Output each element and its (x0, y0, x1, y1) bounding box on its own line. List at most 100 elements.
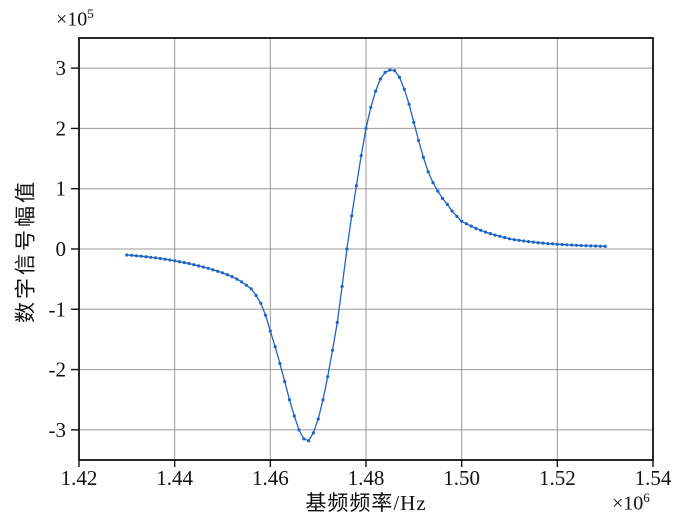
data-point (264, 313, 268, 317)
data-point (570, 243, 574, 247)
data-point (436, 189, 440, 193)
data-point (187, 261, 191, 266)
y-tick-label: -3 (49, 418, 67, 442)
data-point (302, 437, 306, 441)
data-point (531, 240, 536, 244)
data-point (235, 277, 239, 281)
y-tick-label: -1 (49, 297, 67, 321)
y-axis-multiplier-base: ×10 (56, 8, 88, 31)
data-point (397, 75, 402, 79)
x-tick-label: 1.44 (156, 466, 193, 490)
data-point (536, 241, 540, 245)
data-point (278, 361, 282, 366)
x-axis-multiplier-base: ×10 (612, 492, 644, 515)
data-point (550, 242, 555, 246)
data-point (359, 154, 363, 158)
data-point (211, 268, 215, 272)
data-point (316, 417, 320, 421)
data-point (163, 257, 167, 261)
data-point (206, 266, 210, 270)
data-point (498, 234, 502, 238)
data-point (603, 244, 607, 248)
data-point (522, 239, 526, 243)
data-point (216, 269, 220, 273)
data-point (149, 255, 153, 259)
data-point (431, 181, 435, 185)
data-point (517, 238, 521, 242)
data-point (445, 202, 449, 206)
data-point (168, 258, 172, 262)
data-point (254, 293, 258, 297)
y-axis-multiplier-exponent: 5 (87, 6, 94, 21)
data-point (493, 233, 497, 237)
data-point (273, 345, 277, 349)
data-point (225, 273, 229, 277)
data-point (474, 226, 478, 231)
data-point (287, 398, 292, 402)
data-point (220, 271, 225, 275)
x-tick-label: 1.42 (61, 466, 98, 490)
data-point (589, 244, 593, 248)
data-point (340, 284, 344, 288)
data-point (560, 242, 564, 247)
data-point (507, 237, 512, 241)
data-point (584, 244, 588, 248)
data-point (230, 275, 234, 279)
data-point (450, 209, 454, 213)
y-tick-label: 0 (56, 237, 67, 261)
data-point (426, 170, 430, 174)
data-point (354, 184, 358, 188)
data-point (311, 431, 315, 435)
data-point (594, 244, 598, 248)
data-point (350, 214, 354, 218)
axes-frame (78, 37, 654, 461)
x-tick-label: 1.48 (348, 466, 385, 490)
data-point (464, 222, 468, 226)
data-point (527, 240, 531, 244)
data-point (393, 69, 397, 73)
data-point (240, 280, 244, 284)
data-point (173, 259, 177, 263)
data-point (201, 265, 205, 269)
x-tick-label: 1.46 (252, 466, 289, 490)
data-point (307, 439, 311, 443)
data-point (259, 301, 263, 305)
data-point (158, 256, 162, 261)
data-point (388, 68, 392, 72)
data-point (125, 253, 129, 257)
data-point (326, 375, 330, 379)
data-point (139, 254, 143, 258)
data-point (555, 242, 559, 246)
data-point (335, 320, 339, 325)
data-point (440, 196, 445, 200)
y-tick-label: 3 (56, 56, 67, 80)
data-point (321, 398, 325, 402)
data-point (574, 243, 579, 247)
data-point (479, 228, 483, 232)
x-tick-label: 1.54 (635, 466, 672, 490)
data-point (268, 329, 272, 333)
data-point (369, 105, 373, 109)
data-point (297, 428, 301, 432)
y-axis-multiplier: ×105 (56, 6, 94, 32)
data-point (598, 244, 603, 248)
data-point (546, 242, 550, 246)
data-point (374, 89, 378, 93)
data-point (469, 224, 473, 228)
data-point (244, 283, 248, 287)
data-point (579, 243, 583, 248)
data-point (417, 138, 421, 143)
data-point (541, 241, 545, 245)
data-point (292, 414, 296, 418)
data-point (249, 287, 253, 291)
data-point (378, 77, 382, 81)
y-tick-label: 2 (56, 116, 67, 140)
data-point (192, 263, 196, 267)
data-point (153, 256, 158, 260)
x-axis-multiplier: ×106 (612, 490, 650, 516)
x-axis-multiplier-exponent: 6 (643, 490, 650, 505)
data-point (402, 87, 406, 91)
y-tick-label: 1 (56, 177, 67, 201)
